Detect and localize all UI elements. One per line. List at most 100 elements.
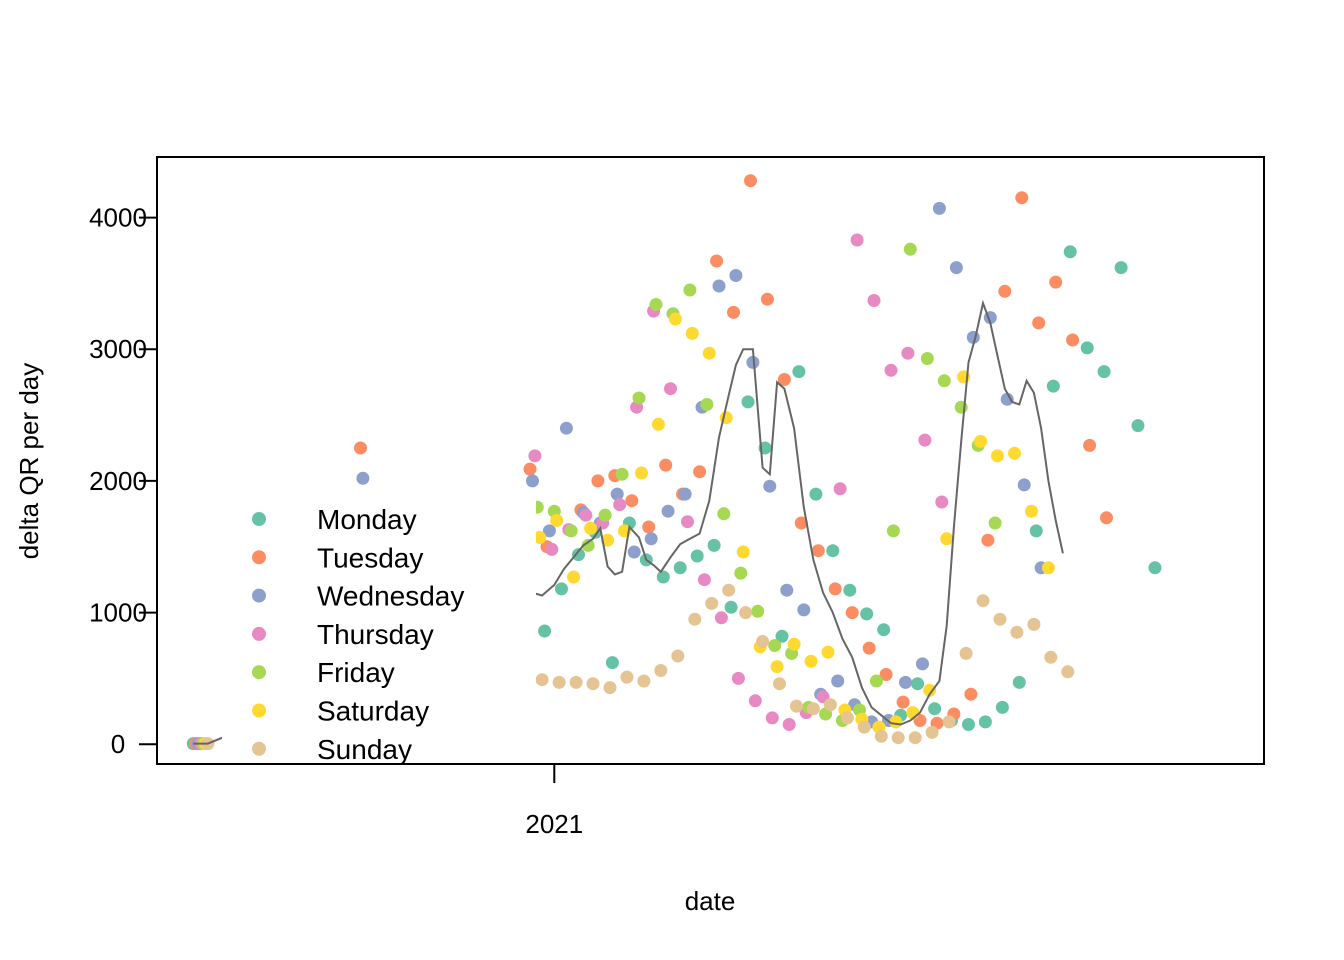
point-saturday [770,660,784,674]
legend-label-wednesday: Wednesday [317,581,464,612]
legend: Monday Tuesday Wednesday Thursday Friday Satu… [252,504,464,765]
point-wednesday [1000,392,1014,406]
legend-marker-thursday [252,626,266,641]
point-friday [869,674,883,688]
legend-label-sunday: Sunday [317,734,412,765]
point-tuesday [625,494,639,508]
point-saturday [550,513,564,527]
point-tuesday [693,465,707,479]
point-monday [978,715,992,729]
point-monday [995,700,1009,714]
point-friday [564,524,578,538]
point-saturday [702,346,716,360]
y-axis: 0 1000 2000 3000 4000 [89,203,157,759]
point-sunday [603,681,617,695]
point-friday [751,604,765,618]
point-monday [1148,561,1162,575]
x-axis: 2021 [525,764,583,839]
point-tuesday [1049,275,1063,289]
point-saturday [906,706,920,720]
point-wednesday [797,603,811,617]
point-sunday [586,677,600,691]
point-monday [707,538,721,552]
point-monday [1063,245,1077,259]
point-monday [860,607,874,621]
point-friday [649,298,663,311]
point-saturday [1008,446,1021,460]
point-saturday [685,326,699,340]
point-monday [1029,524,1043,538]
legend-marker-saturday [252,703,266,718]
point-tuesday [523,462,537,476]
point-saturday [1041,561,1055,575]
point-friday [598,508,612,522]
point-monday [1131,419,1145,433]
point-saturday [635,466,648,480]
point-tuesday [879,668,893,681]
point-sunday [1027,617,1041,631]
point-tuesday [896,695,910,709]
point-saturday [567,570,581,584]
point-sunday [739,606,753,620]
y-tick-label-3000: 3000 [89,334,147,364]
point-monday [538,624,552,638]
point-friday [768,639,782,652]
point-thursday [833,482,847,496]
point-monday [911,677,925,691]
point-saturday [821,645,835,659]
point-wednesday [661,504,675,518]
point-tuesday [862,641,876,655]
point-sunday [976,594,990,608]
point-monday [877,623,891,637]
point-sunday [874,729,888,743]
point-monday [605,656,619,670]
point-thursday [782,718,796,731]
point-tuesday [760,292,774,306]
point-sunday [925,725,939,739]
point-saturday [1025,504,1038,518]
point-tuesday [828,582,842,596]
point-sunday [773,677,786,691]
point-saturday [651,417,665,431]
point-friday [920,352,934,365]
point-friday [717,507,731,521]
point-tuesday [659,458,673,472]
point-saturday [889,715,903,729]
point-wednesday [831,674,845,688]
point-wednesday [729,269,743,282]
point-monday [826,544,840,558]
point-sunday [959,646,973,660]
point-friday [734,566,748,580]
point-saturday [584,521,598,535]
point-monday [1080,341,1094,355]
point-thursday [850,233,864,247]
point-tuesday [811,544,825,558]
point-tuesday [1083,438,1097,452]
point-saturday [923,683,937,697]
point-sunday [891,731,905,745]
legend-label-tuesday: Tuesday [317,542,423,573]
point-tuesday [777,373,791,386]
point-sunday [552,675,566,689]
point-wednesday [763,479,777,493]
point-monday [572,548,585,562]
point-thursday [664,382,677,396]
point-thursday [748,694,762,708]
point-monday [1097,365,1111,379]
point-monday [656,570,670,584]
point-monday [690,549,704,563]
point-saturday [804,654,818,668]
y-axis-title: delta QR per day [14,363,44,560]
x-axis-title: date [685,886,736,916]
point-sunday [671,649,685,663]
point-friday [903,242,917,256]
legend-marker-monday [252,512,266,526]
point-sunday [790,699,803,713]
point-sunday [637,674,651,688]
point-sunday [654,664,668,677]
point-thursday [918,433,932,447]
point-saturday [991,449,1004,463]
point-saturday [787,637,801,651]
legend-label-monday: Monday [317,504,417,535]
